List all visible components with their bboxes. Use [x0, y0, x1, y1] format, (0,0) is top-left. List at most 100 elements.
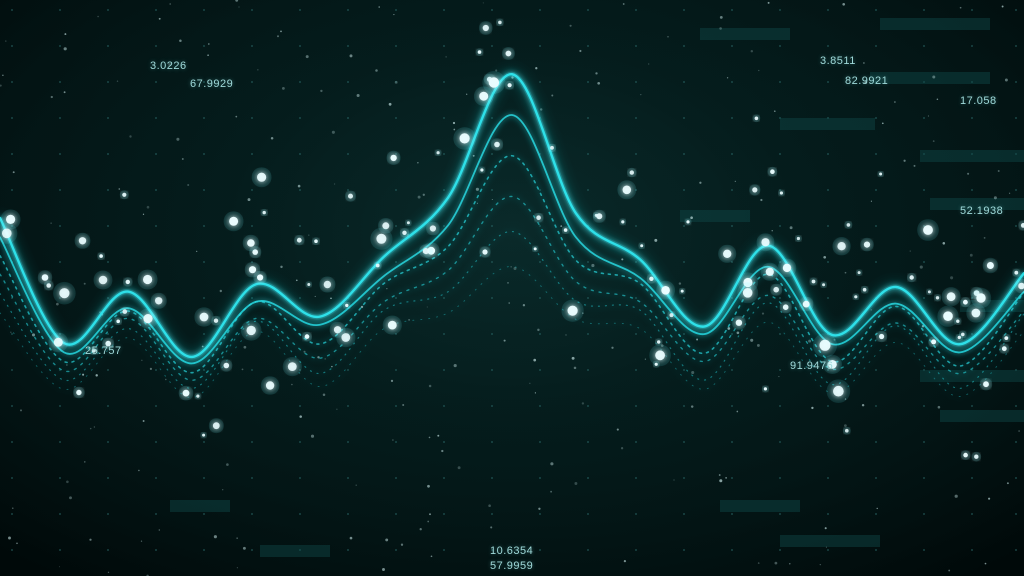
background-bar — [700, 28, 790, 40]
data-marker — [143, 314, 152, 323]
grid-dot — [875, 405, 877, 407]
grid-dot — [203, 153, 205, 155]
star-dot — [727, 327, 730, 330]
grid-dot — [251, 549, 253, 551]
grid-dot — [779, 477, 781, 479]
grid-dot — [731, 549, 733, 551]
data-marker — [508, 83, 512, 87]
data-marker — [773, 287, 779, 293]
grid-dot — [923, 549, 925, 551]
background-bar — [930, 198, 1024, 210]
star-dot — [401, 544, 403, 546]
grid-dot — [11, 477, 13, 479]
data-marker — [661, 286, 670, 295]
grid-dot — [539, 369, 541, 371]
star-dot — [967, 173, 969, 175]
grid-dot — [875, 513, 877, 515]
grid-dot — [491, 9, 493, 11]
grid-dot — [155, 81, 157, 83]
star-dot — [994, 196, 997, 199]
grid-dot — [251, 477, 253, 479]
star-dot — [768, 2, 770, 4]
star-dot — [1007, 482, 1009, 484]
grid-dot — [587, 189, 589, 191]
data-marker — [936, 296, 939, 299]
grid-dot — [203, 261, 205, 263]
star-dot — [271, 137, 274, 140]
data-marker — [155, 297, 162, 304]
star-dot — [811, 407, 813, 409]
star-dot — [382, 568, 385, 571]
grid-dot — [443, 513, 445, 515]
star-dot — [56, 303, 59, 306]
star-dot — [427, 485, 430, 488]
star-dot — [988, 498, 990, 500]
star-dot — [395, 81, 398, 84]
data-marker — [479, 92, 488, 101]
grid-dot — [731, 81, 733, 83]
star-dot — [938, 406, 941, 409]
grid-dot — [299, 153, 301, 155]
grid-dot — [923, 297, 925, 299]
data-marker — [854, 295, 857, 298]
grid-dot — [587, 261, 589, 263]
data-marker — [376, 234, 386, 244]
grid-dot — [107, 477, 109, 479]
star-dot — [903, 160, 905, 162]
grid-dot — [635, 369, 637, 371]
star-dot — [719, 27, 722, 30]
star-dot — [454, 364, 457, 367]
grid-dot — [347, 153, 349, 155]
star-dot — [550, 491, 552, 493]
star-dot — [871, 201, 872, 202]
data-marker — [376, 264, 380, 268]
star-dot — [611, 347, 613, 349]
grid-dot — [875, 225, 877, 227]
star-dot — [538, 508, 540, 510]
grid-dot — [491, 297, 493, 299]
data-marker — [681, 290, 684, 293]
star-dot — [862, 404, 864, 406]
grid-dot — [203, 297, 205, 299]
data-marker — [822, 283, 825, 286]
grid-dot — [155, 225, 157, 227]
star-dot — [69, 496, 72, 499]
grid-dot — [59, 477, 61, 479]
grid-dot — [251, 81, 253, 83]
grid-dot — [11, 513, 13, 515]
star-dot — [147, 206, 150, 209]
grid-dot — [11, 549, 13, 551]
star-dot — [280, 31, 282, 33]
star-dot — [324, 358, 326, 360]
grid-dot — [683, 189, 685, 191]
star-dot — [529, 383, 530, 384]
grid-dot — [683, 333, 685, 335]
star-dot — [914, 165, 916, 167]
data-marker — [833, 386, 844, 397]
star-dot — [12, 508, 13, 509]
star-dot — [789, 563, 790, 564]
grid-dot — [491, 405, 493, 407]
data-marker — [910, 275, 914, 279]
grid-dot — [827, 549, 829, 551]
data-marker — [550, 146, 554, 150]
data-marker — [483, 25, 489, 31]
grid-dot — [491, 369, 493, 371]
grid-dot — [59, 153, 61, 155]
star-dot — [315, 296, 316, 297]
star-dot — [1005, 79, 1008, 82]
grid-dot — [539, 477, 541, 479]
data-marker — [976, 293, 985, 302]
grid-dot — [635, 117, 637, 119]
data-marker — [305, 334, 310, 339]
grid-dot — [107, 333, 109, 335]
star-dot — [699, 182, 701, 184]
star-dot — [894, 101, 896, 103]
grid-dot — [299, 9, 301, 11]
grid-dot — [683, 45, 685, 47]
data-marker — [621, 220, 624, 223]
grid-dot — [491, 549, 493, 551]
data-marker — [943, 311, 953, 321]
star-dot — [920, 266, 923, 269]
data-marker — [116, 320, 120, 324]
